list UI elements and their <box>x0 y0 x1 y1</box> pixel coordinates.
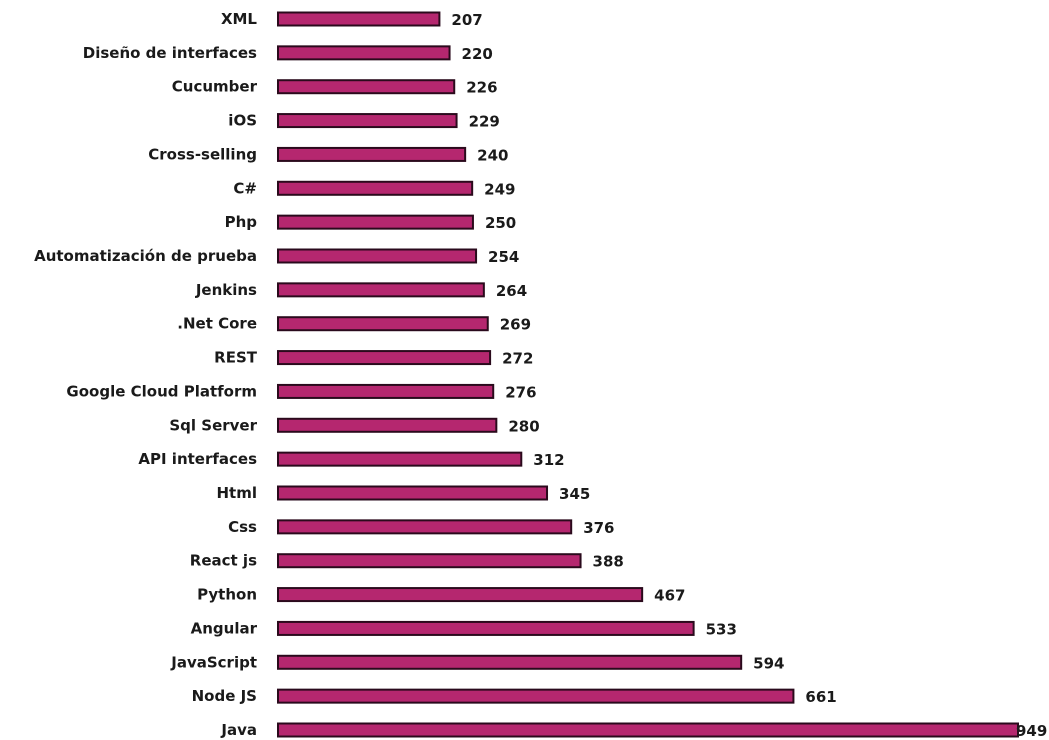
category-label: Sql Server <box>169 416 257 434</box>
category-label: React js <box>190 552 257 570</box>
value-label: 533 <box>706 620 737 638</box>
category-label: Angular <box>191 619 258 637</box>
category-label: API interfaces <box>138 450 257 468</box>
bar <box>277 11 441 27</box>
bar <box>277 417 498 433</box>
category-label: Automatización de prueba <box>34 247 257 265</box>
bar <box>277 587 644 603</box>
bar <box>277 350 492 366</box>
category-label: Java <box>220 721 257 739</box>
value-label: 312 <box>533 451 564 469</box>
category-label: XML <box>221 10 257 28</box>
value-label: 254 <box>488 248 519 266</box>
bar <box>277 316 489 332</box>
value-label: 467 <box>654 587 685 605</box>
value-label: 229 <box>469 113 500 131</box>
value-label: 240 <box>477 146 508 164</box>
category-label: C# <box>233 179 257 197</box>
bar <box>277 113 458 129</box>
category-label: Python <box>197 586 257 604</box>
bar <box>277 383 495 399</box>
bar <box>277 485 549 501</box>
value-label: 276 <box>505 383 536 401</box>
category-label: Google Cloud Platform <box>66 382 257 400</box>
category-label: .Net Core <box>177 315 257 333</box>
bar <box>277 146 467 162</box>
value-label: 249 <box>484 180 515 198</box>
value-label: 949 <box>1016 722 1047 740</box>
bar <box>277 688 795 704</box>
bar <box>277 519 573 535</box>
category-label: Cross-selling <box>148 145 257 163</box>
category-label: REST <box>214 349 258 367</box>
value-label: 269 <box>500 316 531 334</box>
bar <box>277 620 695 636</box>
category-label: iOS <box>228 112 257 130</box>
value-label: 661 <box>805 688 836 706</box>
value-label: 226 <box>466 79 497 97</box>
value-label: 264 <box>496 282 527 300</box>
bar <box>277 79 456 95</box>
category-label: Php <box>225 213 258 231</box>
category-label: Node JS <box>192 687 257 705</box>
bar <box>277 45 451 61</box>
bar <box>277 654 743 670</box>
value-label: 280 <box>508 417 539 435</box>
value-label: 388 <box>593 553 624 571</box>
value-label: 345 <box>559 485 590 503</box>
value-label: 250 <box>485 214 516 232</box>
category-label: JavaScript <box>170 653 257 671</box>
category-label: Html <box>217 484 258 502</box>
value-label: 220 <box>462 45 493 63</box>
bar <box>277 553 582 569</box>
category-label: Diseño de interfaces <box>83 44 257 62</box>
category-label: Cucumber <box>172 78 258 96</box>
bar <box>277 248 478 264</box>
bar <box>277 722 1019 738</box>
value-label: 594 <box>753 654 784 672</box>
bar <box>277 451 523 467</box>
category-label: Css <box>228 518 257 536</box>
value-label: 207 <box>451 11 482 29</box>
value-label: 376 <box>583 519 614 537</box>
bar <box>277 214 474 230</box>
value-label: 272 <box>502 350 533 368</box>
bar <box>277 180 474 196</box>
category-label: Jenkins <box>195 281 257 299</box>
bar <box>277 282 485 298</box>
